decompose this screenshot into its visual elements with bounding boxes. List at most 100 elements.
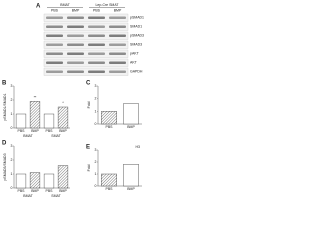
y-tick-label: 1 <box>11 112 13 116</box>
lane-label: PBS <box>93 8 101 12</box>
blot-strip <box>43 13 129 22</box>
x-tick-label: PBS <box>45 189 53 193</box>
panel-letter: C <box>86 81 91 87</box>
blot-strip <box>43 31 129 40</box>
x-tick-label: PBS <box>105 187 113 191</box>
blot-strip <box>43 49 129 58</box>
bar <box>15 113 27 129</box>
bar <box>57 106 69 129</box>
row-label: pSMAD1 <box>130 16 144 20</box>
band <box>88 70 105 73</box>
lane-label: PBS <box>51 8 59 12</box>
band <box>67 43 84 46</box>
band <box>67 16 84 19</box>
band <box>109 25 126 28</box>
group-label: SMAT <box>51 194 61 198</box>
y-tick-label: 2 <box>11 98 13 102</box>
band <box>46 70 63 73</box>
y-tick-label: 1 <box>95 172 97 176</box>
band <box>46 61 63 64</box>
panel-letter: A <box>36 4 41 10</box>
band <box>67 25 84 28</box>
band <box>88 52 105 55</box>
y-axis-label: pSMAD3/SMAD3 <box>3 153 7 180</box>
y-tick-label: 3 <box>11 144 13 148</box>
y-tick-label: 0 <box>11 126 13 130</box>
y-axis-label: Fold <box>87 102 91 109</box>
bar <box>15 173 27 189</box>
x-tick-label: PBS <box>17 189 25 193</box>
bar <box>57 165 69 189</box>
bar <box>43 173 55 189</box>
y-tick-label: 1 <box>11 172 13 176</box>
y-tick-label: 0 <box>95 184 97 188</box>
blot-strip <box>43 40 129 49</box>
band <box>109 43 126 46</box>
blot-strip <box>43 67 129 76</box>
y-tick-label: 0 <box>11 186 13 190</box>
chart-title: H3 <box>136 145 141 149</box>
band <box>109 70 126 73</box>
y-axis-label: Fold <box>87 165 91 172</box>
panel-letter: E <box>86 145 90 151</box>
x-tick-label: PBS <box>17 129 25 133</box>
band <box>46 16 63 19</box>
x-tick-label: BMP <box>59 189 67 193</box>
band <box>88 61 105 64</box>
band <box>109 61 126 64</box>
x-tick-label: BMP <box>127 187 135 191</box>
row-label: SMAD3 <box>130 43 142 47</box>
band <box>88 25 105 28</box>
x-tick-label: PBS <box>105 125 113 129</box>
row-label: SMAD1 <box>130 25 142 29</box>
band <box>109 16 126 19</box>
y-tick-label: 2 <box>95 160 97 164</box>
y-tick-label: 2 <box>11 158 13 162</box>
annotation: * <box>62 101 64 105</box>
group-label: BMAT <box>23 194 33 198</box>
group-label: BMAT <box>23 134 33 138</box>
band <box>67 61 84 64</box>
panel-letter: D <box>2 141 7 147</box>
y-tick-label: 3 <box>11 84 13 88</box>
x-tick-label: BMP <box>31 129 39 133</box>
band <box>67 34 84 37</box>
band <box>109 34 126 37</box>
group-label: SMAT <box>51 134 61 138</box>
x-tick-label: BMP <box>59 129 67 133</box>
bar <box>43 113 55 129</box>
bar <box>101 111 117 125</box>
lane-label: BMP <box>72 8 80 12</box>
row-label: pSMAD3 <box>130 34 144 38</box>
bar <box>123 103 139 125</box>
bar <box>29 172 41 189</box>
band <box>46 52 63 55</box>
y-axis-label: pSMAD1/SMAD1 <box>3 93 7 120</box>
band <box>46 25 63 28</box>
band <box>109 52 126 55</box>
blot-strip <box>43 58 129 67</box>
group-label: BMAT <box>60 3 70 7</box>
row-label: pAKT <box>130 52 140 56</box>
band <box>88 43 105 46</box>
band <box>67 70 84 73</box>
y-tick-label: 3 <box>95 84 97 88</box>
row-label: AKT <box>130 61 138 65</box>
y-tick-label: 0 <box>95 122 97 126</box>
band <box>88 34 105 37</box>
band <box>88 16 105 19</box>
bar <box>123 164 139 187</box>
bar <box>29 101 41 129</box>
annotation: ** <box>34 95 37 99</box>
x-tick-label: BMP <box>127 125 135 129</box>
panel-letter: B <box>2 81 7 87</box>
blot-strip <box>43 22 129 31</box>
bar <box>101 173 117 187</box>
lane-label: BMP <box>114 8 122 12</box>
y-tick-label: 1 <box>95 109 97 113</box>
x-tick-label: PBS <box>45 129 53 133</box>
band <box>46 34 63 37</box>
band <box>46 43 63 46</box>
x-tick-label: BMP <box>31 189 39 193</box>
y-tick-label: 2 <box>95 97 97 101</box>
